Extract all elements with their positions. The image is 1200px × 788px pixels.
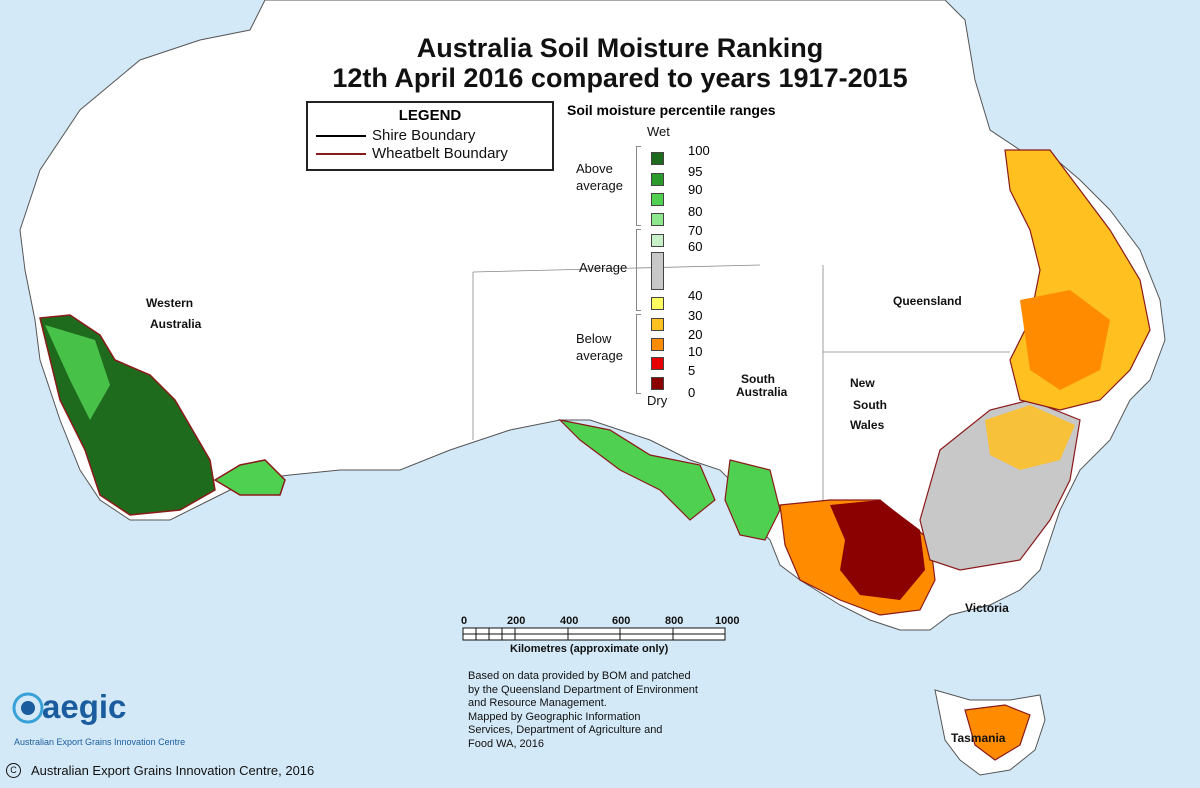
- legend-shire: Shire Boundary: [316, 127, 475, 144]
- percentile-value-1: 95: [688, 164, 703, 179]
- note-line-1: Based on data provided by BOM and patche…: [468, 670, 691, 682]
- scale-tick-1: 200: [507, 615, 526, 627]
- legend-wheatbelt: Wheatbelt Boundary: [316, 145, 508, 162]
- percentile-value-3: 80: [688, 204, 703, 219]
- note-line-4: Mapped by Geographic Information: [468, 710, 641, 723]
- below-label-2: average: [576, 348, 623, 363]
- copyright-icon: C: [6, 763, 21, 778]
- region-qld: Queensland: [893, 294, 962, 308]
- shire-line-icon: [316, 134, 366, 137]
- below-label-1: Below: [576, 331, 612, 346]
- nsw-below-zone: [985, 405, 1075, 470]
- percentile-value-2: 90: [688, 182, 703, 197]
- below-bracket: [636, 314, 641, 394]
- legend-wheatbelt-label: Wheatbelt Boundary: [372, 145, 508, 162]
- legend-shire-label: Shire Boundary: [372, 127, 476, 144]
- note-line-2: by the Queensland Department of Environm…: [468, 683, 698, 696]
- region-wa-1: Western: [146, 296, 194, 310]
- map-title-line1: Australia Soil Moisture Ranking: [416, 33, 824, 63]
- above-label-1: Above: [576, 161, 613, 176]
- percentile-swatch-3: [651, 213, 664, 226]
- region-nsw-3: Wales: [850, 418, 885, 432]
- scale-tick-5: 1000: [715, 615, 740, 627]
- percentile-value-10: 5: [688, 363, 696, 378]
- percentile-swatch-1: [651, 173, 664, 186]
- victoria-severe-zone: [830, 500, 925, 600]
- tasmania-region: [964, 704, 1031, 761]
- logo-name: aegic: [42, 688, 127, 725]
- logo-subtitle: Australian Export Grains Innovation Cent…: [14, 737, 186, 747]
- percentile-value-7: 30: [688, 308, 703, 323]
- percentile-swatch-9: [651, 357, 664, 370]
- percentile-value-8: 20: [688, 327, 703, 342]
- aegic-logo-icon: [12, 692, 44, 724]
- percentile-value-4: 70: [688, 223, 703, 238]
- region-vic: Victoria: [965, 601, 1009, 615]
- average-bracket: [636, 229, 641, 311]
- region-wa-2: Australia: [150, 317, 202, 331]
- percentile-swatch-7: [651, 318, 664, 331]
- percentile-value-5: 60: [688, 239, 703, 254]
- legend-title: LEGEND: [398, 107, 462, 124]
- percentile-value-9: 10: [688, 344, 703, 359]
- note-line-3: and Resource Management.: [468, 697, 607, 709]
- scale-tick-3: 600: [612, 615, 631, 627]
- percentile-swatch-8: [651, 338, 664, 351]
- sa-west-region: [558, 419, 716, 521]
- scale-tick-0: 0: [461, 615, 468, 627]
- above-bracket: [636, 146, 641, 226]
- percentile-swatch-2: [651, 193, 664, 206]
- qld-dry-patch: [1020, 290, 1110, 390]
- sa-nt-border: [472, 264, 761, 273]
- scale-label: Kilometres (approximate only): [510, 643, 669, 655]
- data-notes: Based on data provided by BOM and patche…: [468, 670, 698, 751]
- percentile-value-0: 100: [688, 143, 710, 158]
- scale-bar: [462, 627, 726, 641]
- scale-tick-2: 400: [560, 615, 579, 627]
- note-line-5: Services, Department of Agriculture and: [468, 724, 663, 736]
- wa-east-zone: [213, 459, 286, 496]
- map-title-line2: 12th April 2016 compared to years 1917-2…: [332, 63, 908, 93]
- percentile-title: Soil moisture percentile ranges: [567, 102, 776, 118]
- region-nsw-2: South: [853, 398, 887, 412]
- copyright: C Australian Export Grains Innovation Ce…: [6, 763, 314, 778]
- above-label-2: average: [576, 178, 623, 193]
- wa-lightgreen-zone: [45, 325, 110, 420]
- percentile-swatch-10: [651, 377, 664, 390]
- legend-box: LEGEND Shire Boundary Wheatbelt Boundary: [306, 101, 554, 171]
- dry-label: Dry: [647, 393, 668, 408]
- note-line-6: Food WA, 2016: [468, 737, 545, 750]
- wheatbelt-line-icon: [316, 152, 366, 155]
- percentile-swatch-6: [651, 297, 664, 310]
- percentile-swatch-4: [651, 234, 664, 247]
- percentile-value-6: 40: [688, 288, 703, 303]
- percentile-swatch-5: [651, 252, 664, 290]
- region-sa-1: South: [741, 372, 775, 386]
- sa-yorke-region: [724, 459, 781, 541]
- scale-tick-4: 800: [665, 615, 684, 627]
- region-nsw-1: New: [850, 376, 875, 390]
- region-tas: Tasmania: [951, 731, 1006, 745]
- average-label: Average: [579, 260, 628, 275]
- wet-label: Wet: [647, 124, 670, 139]
- region-sa-2: Australia: [736, 385, 788, 399]
- percentile-value-11: 0: [688, 385, 696, 400]
- copyright-text: Australian Export Grains Innovation Cent…: [31, 763, 315, 778]
- percentile-swatch-0: [651, 152, 664, 165]
